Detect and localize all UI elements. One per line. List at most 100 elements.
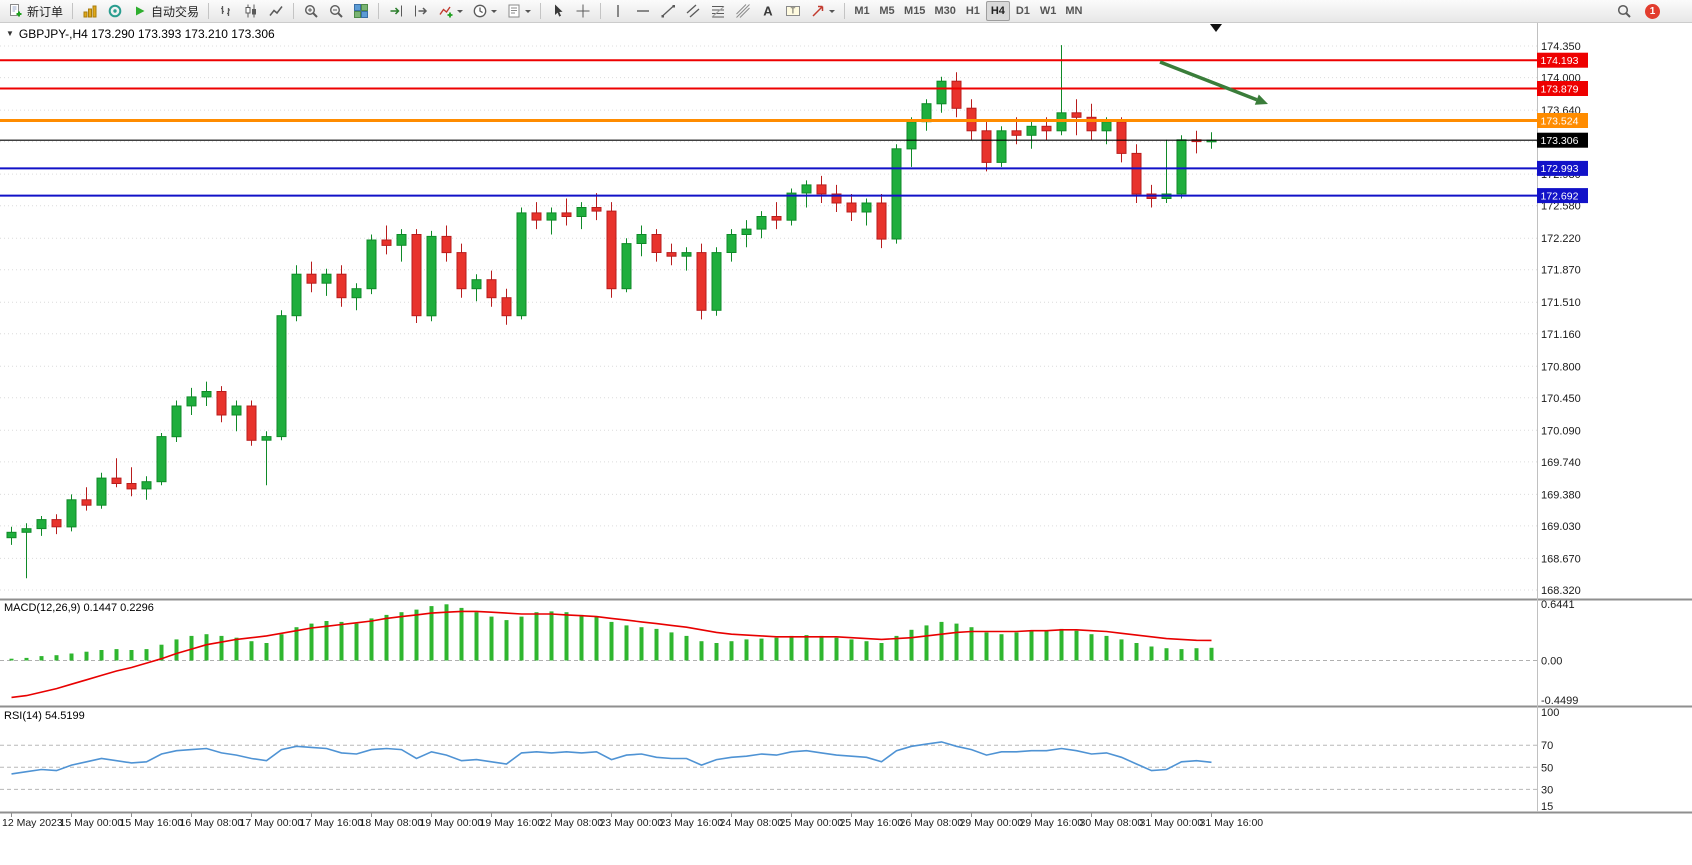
candle [111,477,122,485]
candle [141,481,152,490]
trend-arrow-annotation[interactable] [1159,60,1268,105]
candle [1041,125,1052,132]
candle [951,80,962,109]
tf-w1[interactable]: W1 [1036,1,1061,21]
search-button[interactable] [1612,1,1636,21]
time-axis-label: 19 May 00:00 [420,817,484,829]
periods-button[interactable] [468,1,501,21]
text-button[interactable]: A [756,1,780,21]
gann-grid-button[interactable] [731,1,755,21]
macd-panel [0,604,1537,699]
candle [831,193,842,204]
text-icon: A [760,3,776,19]
rsi-line [11,741,1212,775]
candle [486,279,497,299]
toolbar-separator [378,3,380,19]
candle [291,273,302,317]
chart-shift-button[interactable] [409,1,433,21]
tf-m30-label: M30 [934,5,956,17]
candle [36,519,47,530]
candle [306,273,317,284]
tf-m5-label: M5 [879,5,895,17]
vertical-line-button[interactable] [606,1,630,21]
chevron-down-icon[interactable]: ▼ [6,29,14,38]
candle [426,235,437,317]
indicators-icon [438,3,454,19]
fibonacci-icon [710,3,726,19]
candle [351,288,362,299]
tf-h1[interactable]: H1 [961,1,985,21]
line-chart-button[interactable] [264,1,288,21]
tf-m1[interactable]: M1 [850,1,874,21]
candle [156,436,167,483]
tile-windows-button[interactable] [349,1,373,21]
cursor-icon [550,3,566,19]
toolbar-separator [540,3,542,19]
toolbar-separator [844,3,846,19]
candle [1011,130,1022,136]
tf-h4[interactable]: H4 [985,1,1010,21]
tf-m5[interactable]: M5 [875,1,899,21]
candle [741,228,752,236]
channel-button[interactable] [681,1,705,21]
candle [1176,139,1187,195]
tf-h1-label: H1 [965,5,980,17]
time-axis-label: 16 May 08:00 [180,817,244,829]
autotrading-button[interactable]: 自动交易 [128,1,203,21]
rsi-label: RSI(14) 54.5199 [4,710,85,722]
price-badge-label: 173.879 [1541,83,1579,95]
vertical-line-icon [610,3,626,19]
macd-axis-label: 0.00 [1541,656,1562,668]
tf-m1-label: M1 [854,5,870,17]
crosshair-icon [575,3,591,19]
community-icon [107,3,123,19]
bar-chart-button[interactable] [214,1,238,21]
candle [441,235,452,254]
price-badge-label: 174.193 [1541,55,1579,67]
rsi-axis-label: 50 [1541,762,1553,774]
horizontal-line-button[interactable] [631,1,655,21]
time-axis-label: 31 May 00:00 [1140,817,1204,829]
candle [546,212,557,221]
candle [21,528,32,533]
tile-windows-icon [353,3,369,19]
time-axis-label: 12 May 2023 [2,817,63,829]
arrows-button[interactable] [806,1,839,21]
tf-m15[interactable]: M15 [900,1,929,21]
chart-shift-icon [413,3,429,19]
candle [186,396,197,407]
scroll-to-end-marker-icon[interactable] [1210,24,1222,32]
candle [816,184,827,195]
zoom-in-button[interactable] [299,1,323,21]
tf-mn[interactable]: MN [1061,1,1086,21]
candle [801,184,812,194]
indicators-button[interactable] [434,1,467,21]
tf-m30[interactable]: M30 [930,1,959,21]
svg-text:A: A [763,4,773,19]
tf-d1[interactable]: D1 [1011,1,1035,21]
toolbar-group-zoom [299,1,373,21]
cursor-button[interactable] [546,1,570,21]
trendline-button[interactable] [656,1,680,21]
candlestick-button[interactable] [239,1,263,21]
price-badge [1537,188,1588,204]
notification-badge[interactable]: 1 [1645,3,1660,19]
auto-scroll-button[interactable] [384,1,408,21]
candle [216,391,227,416]
crosshair-button[interactable] [571,1,595,21]
charts-button[interactable] [78,1,102,21]
zoom-out-button[interactable] [324,1,348,21]
fibonacci-button[interactable] [706,1,730,21]
candle [381,239,392,246]
community-button[interactable] [103,1,127,21]
dropdown-caret-icon [491,10,498,16]
bar-chart-icon [218,3,234,19]
price-badge-label: 172.692 [1541,190,1579,202]
templates-button[interactable] [502,1,535,21]
candle [456,252,467,290]
new-order-button[interactable]: 新订单 [4,1,67,21]
label-button[interactable]: T [781,1,805,21]
dropdown-caret-icon [829,10,836,16]
